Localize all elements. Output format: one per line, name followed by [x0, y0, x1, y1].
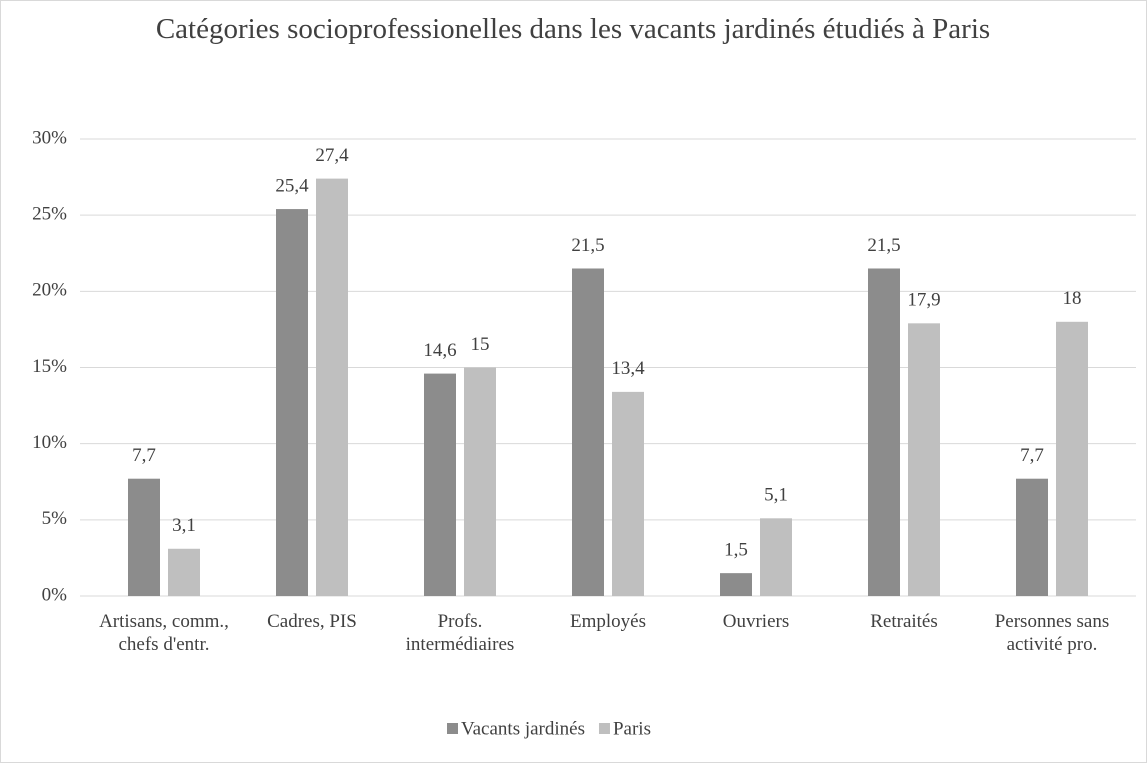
legend-label: Vacants jardinés: [461, 718, 585, 739]
value-label: 18: [1063, 288, 1082, 309]
bar: [316, 178, 348, 596]
value-label: 21,5: [867, 235, 900, 256]
bar: [424, 373, 456, 596]
bar: [572, 268, 604, 596]
value-label: 7,7: [1020, 445, 1044, 466]
y-tick-label: 30%: [32, 127, 67, 148]
x-tick-label: Personnes sans activité pro.: [994, 611, 1110, 655]
value-label: 5,1: [764, 485, 788, 506]
bar: [276, 209, 308, 596]
y-tick-label: 5%: [42, 508, 68, 529]
bar: [168, 548, 200, 596]
value-label: 17,9: [907, 290, 940, 311]
y-tick-label: 0%: [42, 584, 68, 605]
x-tick-label: Ouvriers: [722, 611, 790, 632]
x-tick-label: Retraités: [870, 611, 938, 632]
bar: [612, 391, 644, 596]
value-label: 3,1: [172, 515, 196, 536]
bar: [760, 518, 792, 596]
bar: [1016, 478, 1048, 596]
x-tick-label: Employés: [570, 611, 646, 632]
value-label: 15: [471, 334, 490, 355]
bar: [720, 573, 752, 596]
legend-label: Paris: [613, 718, 651, 739]
value-label: 27,4: [315, 145, 349, 166]
value-label: 7,7: [132, 445, 156, 466]
bar: [868, 268, 900, 596]
x-tick-label: Cadres, PIS: [267, 611, 357, 632]
bar: [1056, 321, 1088, 596]
legend-swatch: [598, 723, 610, 734]
y-tick-label: 20%: [32, 280, 67, 301]
y-tick-label: 10%: [32, 432, 67, 453]
value-label: 21,5: [571, 235, 604, 256]
value-label: 25,4: [275, 175, 309, 196]
y-tick-label: 25%: [32, 204, 67, 225]
value-label: 13,4: [611, 358, 645, 379]
x-tick-label: Profs. intermédiaires: [405, 611, 515, 655]
value-label: 1,5: [724, 540, 748, 561]
chart-title: Catégories socioprofessionelles dans les…: [155, 13, 991, 45]
x-tick-label: Artisans, comm., chefs d'entr.: [99, 611, 229, 655]
legend-swatch: [447, 723, 458, 734]
bar: [128, 478, 160, 596]
value-label: 14,6: [423, 340, 456, 361]
bar: [464, 367, 496, 596]
bar: [908, 323, 940, 596]
y-tick-label: 15%: [32, 356, 67, 377]
